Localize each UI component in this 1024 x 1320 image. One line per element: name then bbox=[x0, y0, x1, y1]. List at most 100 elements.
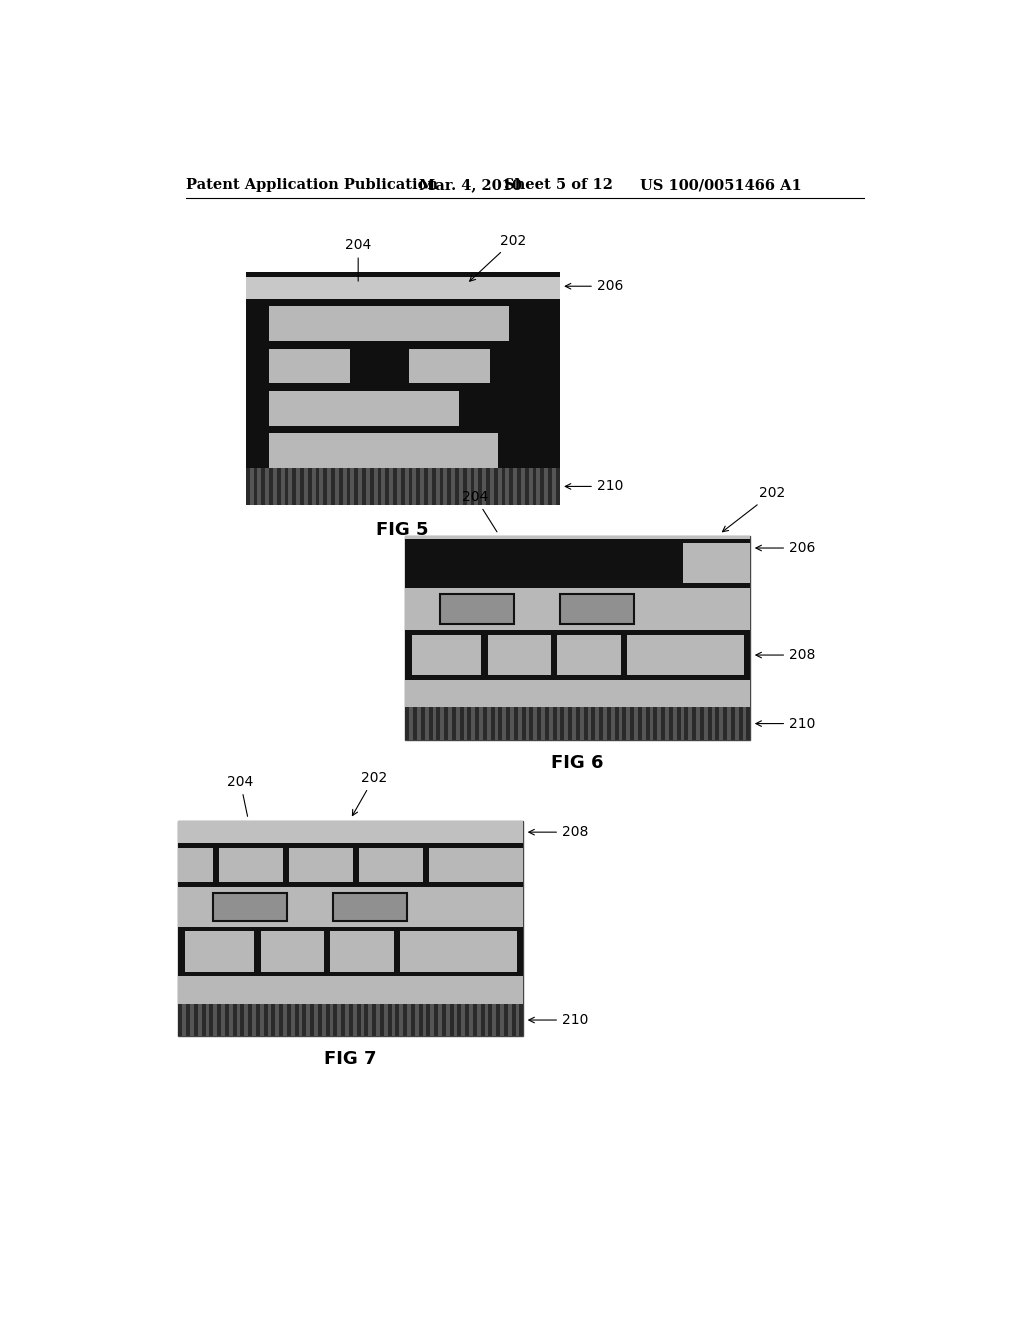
Bar bbox=[300, 469, 304, 506]
Bar bbox=[482, 469, 486, 506]
Bar bbox=[358, 469, 362, 506]
Bar bbox=[450, 1005, 454, 1036]
Bar bbox=[580, 544, 586, 583]
Bar bbox=[314, 1005, 317, 1036]
Text: FIG 7: FIG 7 bbox=[325, 1051, 377, 1068]
Bar bbox=[621, 635, 627, 675]
Bar bbox=[287, 1005, 291, 1036]
Bar bbox=[486, 469, 489, 506]
Bar bbox=[703, 708, 708, 739]
Bar bbox=[731, 708, 735, 739]
Bar bbox=[246, 272, 560, 277]
Bar bbox=[406, 589, 751, 631]
Bar bbox=[285, 469, 289, 506]
Bar bbox=[599, 708, 603, 739]
Bar bbox=[623, 708, 627, 739]
Bar bbox=[409, 469, 413, 506]
Bar bbox=[474, 469, 478, 506]
Bar bbox=[738, 708, 742, 739]
Bar bbox=[289, 469, 292, 506]
Bar bbox=[560, 708, 564, 739]
Bar bbox=[696, 708, 700, 739]
Bar bbox=[225, 1005, 228, 1036]
Bar bbox=[712, 708, 716, 739]
Bar bbox=[735, 708, 738, 739]
Bar bbox=[263, 1005, 267, 1036]
Bar bbox=[518, 708, 521, 739]
Text: 210: 210 bbox=[565, 479, 624, 494]
Bar bbox=[410, 708, 414, 739]
Bar bbox=[420, 469, 424, 506]
Bar bbox=[417, 708, 421, 739]
Bar bbox=[564, 708, 568, 739]
Bar bbox=[508, 1005, 512, 1036]
Bar bbox=[700, 708, 703, 739]
Bar bbox=[381, 469, 385, 506]
Bar bbox=[486, 708, 490, 739]
Bar bbox=[406, 708, 751, 739]
Bar bbox=[384, 1005, 388, 1036]
Bar bbox=[515, 1005, 519, 1036]
Bar bbox=[178, 1005, 182, 1036]
Bar bbox=[560, 594, 634, 624]
Bar bbox=[432, 469, 435, 506]
Bar bbox=[517, 932, 523, 972]
Bar bbox=[394, 932, 400, 972]
Bar bbox=[406, 635, 412, 675]
Bar bbox=[221, 1005, 225, 1036]
Bar bbox=[556, 469, 560, 506]
Bar bbox=[202, 1005, 206, 1036]
Bar bbox=[397, 469, 400, 506]
Bar bbox=[237, 1005, 241, 1036]
Text: FIG 6: FIG 6 bbox=[551, 754, 604, 772]
Bar bbox=[389, 469, 393, 506]
Bar bbox=[370, 469, 374, 506]
Bar bbox=[335, 469, 339, 506]
Bar bbox=[245, 1005, 248, 1036]
Bar bbox=[178, 887, 523, 927]
Bar bbox=[467, 708, 471, 739]
Bar bbox=[346, 469, 350, 506]
Bar bbox=[473, 1005, 477, 1036]
Bar bbox=[413, 469, 417, 506]
Bar bbox=[248, 1005, 252, 1036]
Bar bbox=[423, 847, 429, 882]
Bar bbox=[360, 1005, 365, 1036]
Bar bbox=[510, 708, 514, 739]
Bar bbox=[460, 708, 464, 739]
Bar bbox=[649, 708, 653, 739]
Bar bbox=[354, 469, 358, 506]
Bar bbox=[568, 708, 572, 739]
Bar bbox=[506, 708, 510, 739]
Bar bbox=[365, 1005, 369, 1036]
Bar bbox=[498, 469, 502, 506]
Bar bbox=[337, 1005, 341, 1036]
Bar bbox=[548, 469, 552, 506]
Bar bbox=[464, 708, 467, 739]
Bar bbox=[495, 708, 499, 739]
Bar bbox=[306, 1005, 310, 1036]
Bar bbox=[634, 708, 638, 739]
Text: Mar. 4, 2010: Mar. 4, 2010 bbox=[419, 178, 521, 193]
Bar bbox=[506, 469, 509, 506]
Bar bbox=[292, 469, 296, 506]
Bar bbox=[406, 544, 683, 583]
Bar bbox=[471, 469, 474, 506]
Bar bbox=[406, 675, 751, 680]
Bar bbox=[436, 708, 440, 739]
Bar bbox=[642, 708, 646, 739]
Bar bbox=[269, 391, 459, 425]
Bar bbox=[723, 708, 727, 739]
Bar bbox=[541, 469, 544, 506]
Bar bbox=[407, 1005, 411, 1036]
Bar bbox=[445, 1005, 450, 1036]
Text: Patent Application Publication: Patent Application Publication bbox=[186, 178, 438, 193]
Text: 210: 210 bbox=[528, 1012, 589, 1027]
Bar bbox=[459, 469, 463, 506]
Bar bbox=[553, 708, 557, 739]
Bar bbox=[317, 1005, 322, 1036]
Bar bbox=[400, 469, 404, 506]
Bar bbox=[261, 469, 265, 506]
Bar bbox=[479, 708, 483, 739]
Bar bbox=[250, 469, 254, 506]
